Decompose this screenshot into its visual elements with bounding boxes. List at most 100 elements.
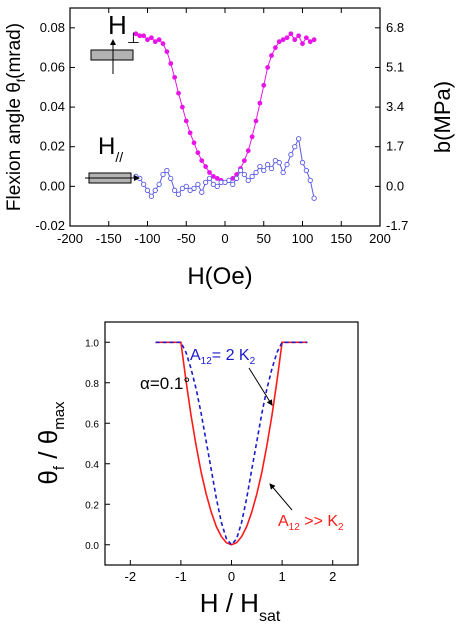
par-data-point	[230, 181, 236, 188]
par-sample-icon	[85, 172, 140, 184]
par-data-point	[249, 173, 255, 180]
bottom-x-tick-label: 2	[329, 569, 336, 584]
bottom-y-tick-label: 0.2	[85, 500, 99, 511]
bottom-xlabel-sub: sat	[259, 608, 281, 625]
par-data-point	[148, 193, 155, 199]
perp-data-point	[288, 31, 294, 37]
par-data-point	[264, 161, 271, 168]
par-data-point	[276, 159, 282, 166]
bottom-ylabel-sep: /	[33, 444, 63, 466]
top-y-tick-label: 0.06	[40, 59, 65, 74]
perp-data-point	[137, 33, 143, 39]
bottom-ylabel-a-sub: f	[51, 465, 68, 470]
top-x-axis: -200 -150 -100 -50 0 50 100 150 200	[57, 8, 391, 246]
dashed-label-pointer	[248, 367, 273, 406]
bottom-y-tick-label: 0.6	[85, 419, 99, 430]
bottom-x-tick-label: 0	[228, 569, 235, 584]
top-y-right-tick-label: 5.1	[386, 59, 404, 74]
solid-label-pointer	[269, 483, 293, 511]
top-y-tick-label: 0.04	[40, 99, 65, 114]
perp-data-point	[148, 35, 154, 41]
top-y-axis-right-title: b(MPa)	[430, 81, 455, 153]
perp-series	[133, 31, 317, 185]
par-data-point	[288, 152, 294, 158]
par-data-point	[237, 167, 244, 174]
perp-data-point	[145, 37, 150, 43]
perp-label: H⊥	[108, 10, 140, 47]
perp-data-point	[179, 104, 185, 110]
perp-data-point	[311, 37, 317, 43]
perp-data-point	[172, 74, 178, 80]
bottom-x-tick-label: 1	[278, 569, 285, 584]
par-data-point	[171, 187, 178, 193]
top-y-right-tick-label: 1.7	[386, 139, 404, 154]
dashed-label-k-sub: 2	[250, 356, 256, 367]
perp-data-point	[257, 100, 263, 106]
perp-data-point	[276, 39, 282, 45]
par-data-point	[140, 181, 147, 188]
par-data-point	[195, 181, 201, 188]
par-data-point	[257, 163, 263, 170]
par-data-point	[175, 191, 182, 197]
top-y-right-tick-label: 0.0	[386, 178, 404, 193]
par-data-point	[253, 169, 259, 176]
dashed-label-rest: = 2 K	[212, 347, 250, 364]
par-data-point	[191, 185, 197, 191]
top-y-axis-left-title: Flexion angle θf(mrad)	[4, 23, 28, 211]
perp-data-point	[207, 170, 212, 175]
par-data-point	[144, 187, 151, 193]
bottom-x-axis-title: H / Hsat	[200, 588, 281, 625]
top-ylabel-sub: f	[14, 78, 28, 82]
bottom-y-tick-label: 0.8	[85, 379, 99, 390]
perp-data-point	[187, 130, 193, 136]
par-data-point	[299, 159, 306, 166]
par-data-point	[168, 175, 174, 182]
perp-data-point	[152, 39, 158, 45]
bottom-x-tick-label: -2	[125, 569, 137, 584]
perp-data-point	[272, 45, 278, 51]
alpha-annotation: α=0.1°	[140, 374, 190, 393]
bottom-xlabel-main: H / H	[200, 588, 259, 618]
top-y-axis-right: -1.7 0.0 1.7 3.4 5.1 6.8	[375, 20, 408, 233]
par-data-point	[156, 181, 162, 188]
par-data-point	[183, 183, 189, 190]
perp-data-point	[261, 82, 267, 88]
solid-label-a-sub: 12	[289, 522, 301, 533]
top-x-tick-label: 50	[257, 231, 271, 246]
par-data-point	[280, 169, 286, 176]
top-x-tick-label: -150	[96, 231, 122, 246]
perp-data-point	[199, 158, 205, 164]
par-label-main: H	[98, 133, 115, 160]
solid-curve-label: A12 >> K2	[278, 513, 344, 533]
perp-data-point	[203, 164, 209, 169]
perp-data-point	[292, 37, 298, 43]
top-x-tick-label: -200	[57, 231, 83, 246]
top-y-tick-label: 0.00	[40, 178, 65, 193]
top-x-tick-label: 200	[369, 231, 391, 246]
solid-label-a: A	[278, 513, 289, 530]
perp-data-point	[269, 53, 274, 58]
par-data-point	[307, 177, 313, 184]
perp-data-point	[191, 140, 197, 146]
par-data-point	[160, 171, 166, 178]
perp-data-point	[210, 174, 216, 179]
par-data-point	[152, 187, 158, 193]
top-ylabel-main: Flexion angle θ	[4, 82, 25, 211]
top-y-axis-left: -0.02 0.00 0.02 0.04 0.06 0.08	[35, 20, 75, 233]
par-data-point	[311, 195, 317, 201]
perp-sample-icon	[90, 39, 134, 74]
bottom-chart: -2 -1 0 1 2 0.00.20.40.60.81.0 α=0.1° A12= 2…	[33, 321, 359, 625]
par-label-sub: //	[115, 149, 123, 165]
perp-data-point	[195, 150, 201, 156]
perp-data-point	[141, 33, 147, 39]
perp-data-point	[249, 134, 255, 140]
solid-label-rest: >> K	[300, 513, 339, 530]
perp-data-point	[176, 90, 181, 96]
par-data-point	[202, 179, 209, 186]
bottom-y-tick-label: 1.0	[85, 338, 99, 349]
perp-data-point	[241, 158, 247, 164]
perp-data-point	[284, 35, 290, 41]
bottom-series	[155, 341, 308, 547]
bottom-y-axis-title: θf / θmax	[33, 401, 68, 485]
